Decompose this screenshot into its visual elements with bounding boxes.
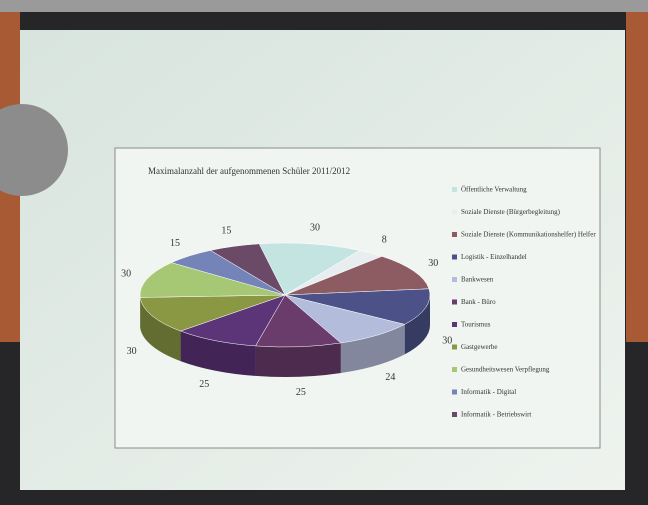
legend-label: Soziale Dienste (Bürgerbegleitung) <box>461 208 561 216</box>
page: Maximalanzahl der aufgenommenen Schüler … <box>0 0 648 505</box>
data-label: 30 <box>121 268 131 279</box>
legend-label: Logistik - Einzelhandel <box>461 253 527 261</box>
chart-title: Maximalanzahl der aufgenommenen Schüler … <box>148 166 350 176</box>
legend-swatch <box>452 277 457 282</box>
legend-swatch <box>452 322 457 327</box>
legend-label: Informatik - Betriebswirt <box>461 411 531 419</box>
legend-swatch <box>452 412 457 417</box>
pie-side-shade <box>256 343 341 377</box>
data-label: 30 <box>127 346 137 357</box>
ceiling <box>0 0 648 12</box>
data-label: 15 <box>170 238 180 249</box>
legend-swatch <box>452 390 457 395</box>
legend-label: Gastgewerbe <box>461 343 498 351</box>
legend-label: Gesundheitswesen Verpflegung <box>461 366 550 374</box>
legend-swatch <box>452 210 457 215</box>
data-label: 25 <box>199 379 209 390</box>
legend-label: Soziale Dienste (Kommunikationshelfer) H… <box>461 231 596 239</box>
data-label: 24 <box>385 372 395 383</box>
legend-swatch <box>452 367 457 372</box>
data-label: 30 <box>428 258 438 269</box>
legend-swatch <box>452 232 457 237</box>
legend-swatch <box>452 255 457 260</box>
legend-swatch <box>452 187 457 192</box>
legend-label: Tourismus <box>461 321 491 329</box>
legend-swatch <box>452 300 457 305</box>
legend-label: Bankwesen <box>461 276 494 284</box>
data-label: 30 <box>310 222 320 233</box>
data-label: 8 <box>382 235 387 246</box>
chart: Maximalanzahl der aufgenommenen Schüler … <box>0 0 648 505</box>
data-label: 25 <box>296 387 306 398</box>
data-label: 15 <box>221 226 231 237</box>
legend-label: Öffentliche Verwaltung <box>461 186 527 194</box>
legend-label: Bank - Büro <box>461 298 496 306</box>
legend-label: Informatik - Digital <box>461 388 516 396</box>
legend-swatch <box>452 345 457 350</box>
wall-right <box>626 12 648 342</box>
data-label: 30 <box>442 335 452 346</box>
